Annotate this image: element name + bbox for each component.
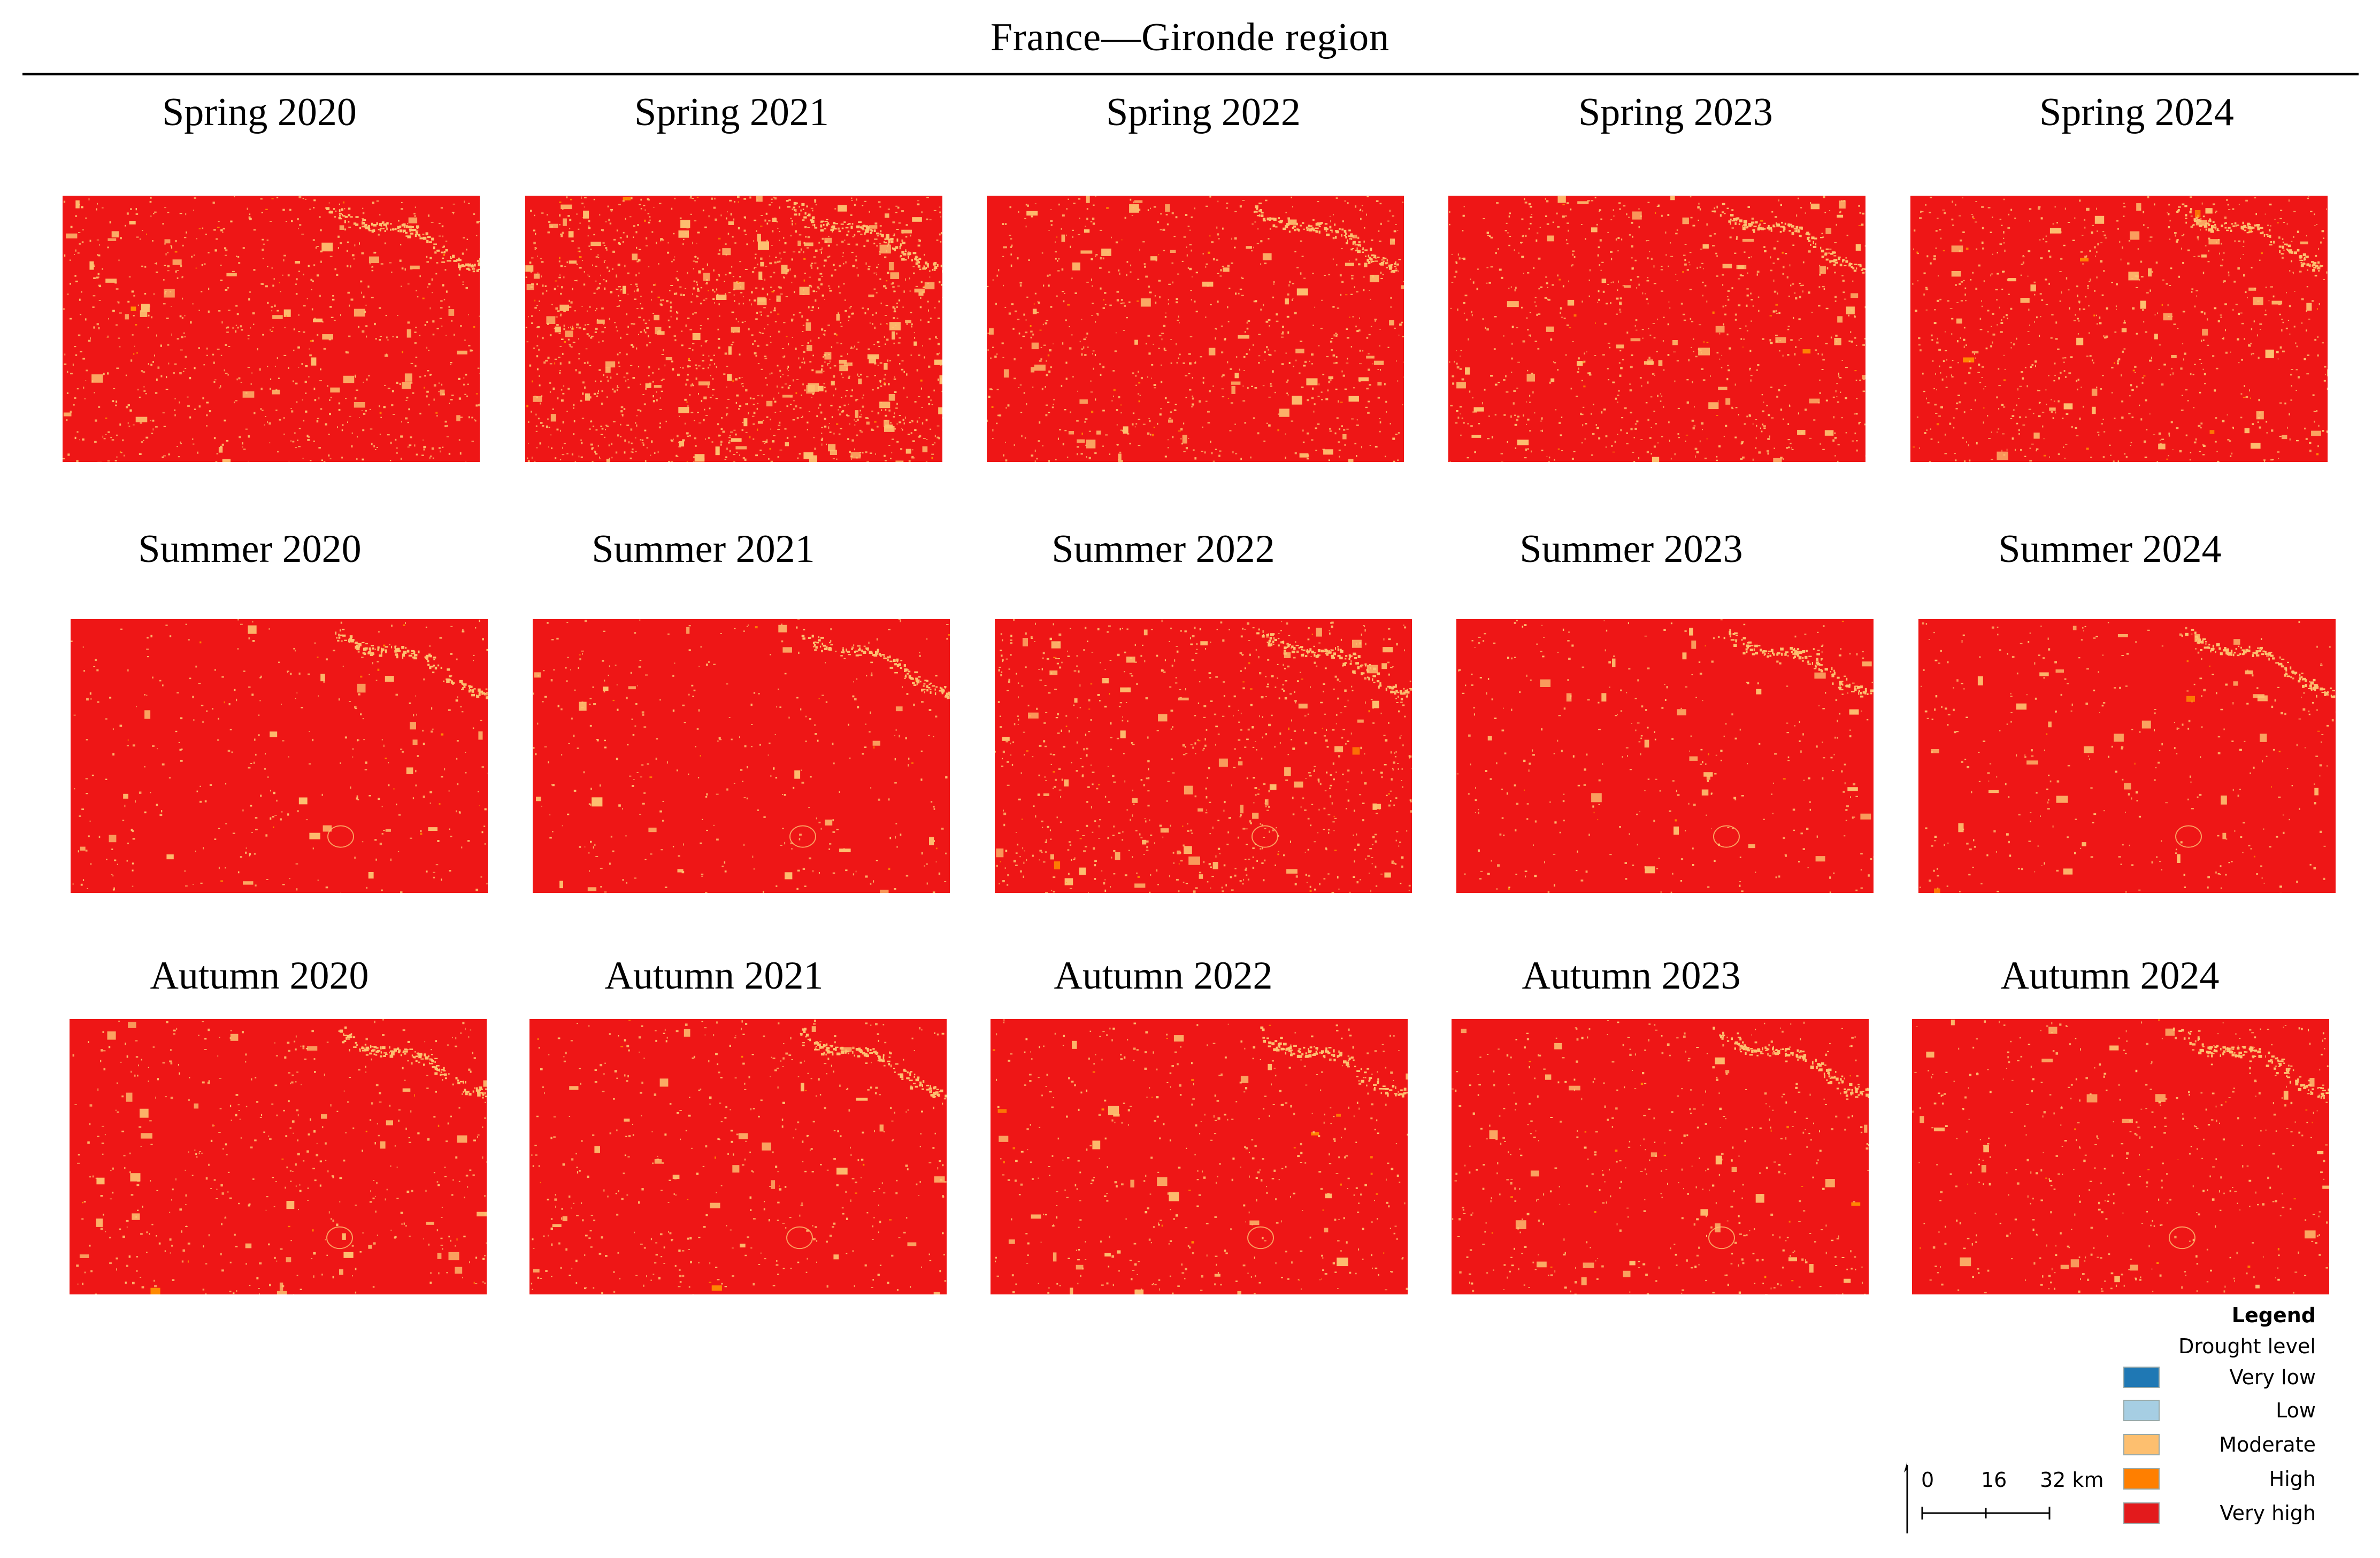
drought-map-panel — [987, 196, 1404, 462]
legend-swatch — [2123, 1434, 2160, 1455]
drought-map-panel — [1910, 196, 2328, 462]
scale-bar: 0 16 32 km — [1900, 1454, 2135, 1540]
panel-label: Summer 2024 — [1998, 527, 2222, 571]
panel-label: Summer 2020 — [138, 527, 362, 571]
drought-map-panel — [529, 1019, 947, 1294]
panel-label: Summer 2023 — [1519, 527, 1743, 571]
legend: Legend Drought level Very low Low Modera… — [2102, 1294, 2316, 1540]
drought-map-panel — [70, 1019, 487, 1294]
legend-label: Low — [2276, 1399, 2316, 1422]
title-divider — [22, 73, 2359, 75]
drought-map-panel — [1456, 619, 1874, 893]
drought-map-panel — [1912, 1019, 2329, 1294]
legend-swatch — [2123, 1502, 2160, 1524]
legend-label: High — [2269, 1467, 2316, 1491]
panel-label: Summer 2022 — [1051, 527, 1275, 571]
panel-label: Spring 2020 — [162, 90, 357, 134]
panel-label: Autumn 2020 — [150, 954, 369, 998]
drought-map-panel — [1452, 1019, 1869, 1294]
legend-swatch — [2123, 1400, 2160, 1421]
scale-tick-label: 0 — [1921, 1468, 1934, 1492]
drought-map-panel — [525, 196, 942, 462]
drought-map-panel — [1448, 196, 1865, 462]
drought-map-panel — [991, 1019, 1408, 1294]
legend-item-very-high: Very high — [2123, 1499, 2316, 1526]
legend-subtitle: Drought level — [2178, 1335, 2316, 1358]
figure-title: France—Gironde region — [990, 16, 1390, 59]
drought-map-panel — [533, 619, 950, 893]
panel-label: Autumn 2021 — [604, 954, 824, 998]
legend-label: Very low — [2229, 1366, 2316, 1389]
panel-label: Spring 2021 — [634, 90, 829, 134]
panel-label: Autumn 2023 — [1522, 954, 1741, 998]
legend-item-very-low: Very low — [2123, 1363, 2316, 1390]
drought-map-panel — [63, 196, 480, 462]
legend-label: Very high — [2220, 1501, 2316, 1525]
legend-item-low: Low — [2123, 1397, 2316, 1423]
legend-title: Legend — [2231, 1304, 2316, 1327]
legend-item-moderate: Moderate — [2123, 1431, 2316, 1457]
scale-tick-label: 16 — [1981, 1468, 2007, 1492]
drought-map-panel — [1918, 619, 2336, 893]
panel-label: Spring 2024 — [2039, 90, 2234, 134]
panel-label: Summer 2021 — [592, 527, 815, 571]
panel-label: Spring 2022 — [1106, 90, 1301, 134]
panel-label: Autumn 2024 — [2000, 954, 2220, 998]
legend-swatch — [2123, 1367, 2160, 1388]
legend-swatch — [2123, 1468, 2160, 1490]
legend-label: Moderate — [2219, 1433, 2316, 1456]
scale-tick-label: 32 km — [2040, 1468, 2104, 1492]
north-arrow-icon — [1904, 1462, 1908, 1533]
panel-label: Spring 2023 — [1578, 90, 1773, 134]
scale-bar-line — [1921, 1507, 2051, 1520]
drought-map-panel — [995, 619, 1412, 893]
drought-map-panel — [71, 619, 488, 893]
legend-item-high: High — [2123, 1465, 2316, 1492]
panel-label: Autumn 2022 — [1054, 954, 1273, 998]
